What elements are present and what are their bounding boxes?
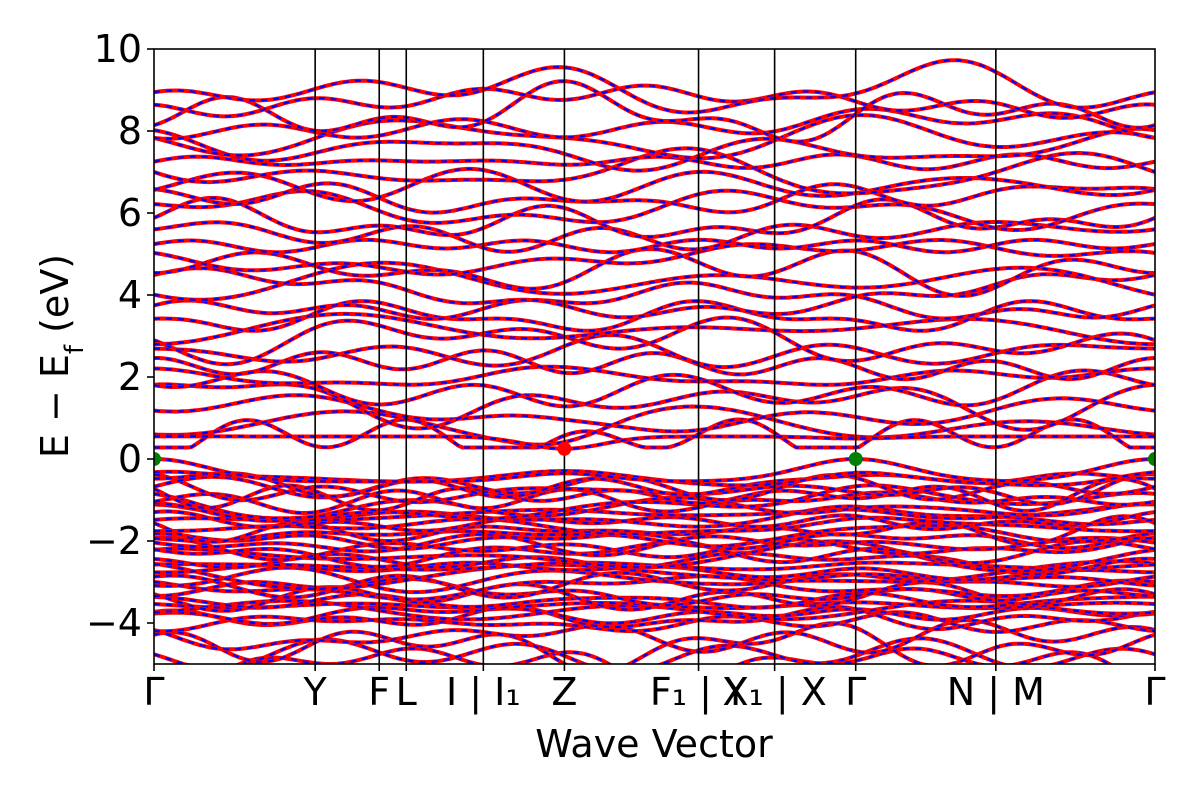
band-line-solid [154,502,1155,522]
band-line-solid [154,434,1155,451]
band-line-dashed [154,405,1155,446]
y-tick-label: 0 [118,437,142,481]
band-line-dashed [154,394,1155,433]
band-line-dashed [154,560,1155,590]
x-tick-label: Z [551,670,577,714]
y-tick-label: 10 [94,27,142,71]
x-tick-label: X₁ | X [722,670,826,715]
band-line-dashed [154,619,1155,654]
k-point-lines [314,49,997,664]
band-line-dashed [154,472,1155,499]
band-line-dashed [154,220,1155,253]
band-line-dashed [154,114,1155,160]
band-line-dashed [154,349,1155,381]
x-tick-label: Y [303,670,328,714]
band-line-dashed [154,84,1155,120]
band-line-dashed [154,334,1155,369]
band-line-dashed [154,540,1155,573]
band-line-dashed [154,591,1155,609]
band-line-dashed [154,571,1155,599]
band-line-dashed [154,488,1155,515]
band-line-solid [154,523,1155,549]
vbm-marker [848,452,863,466]
band-line-dashed [154,605,1155,631]
band-line-dashed [154,167,1155,203]
y-axis-title: E − Ef (eV) [33,254,90,458]
band-line-dashed [154,606,1155,625]
band-line-dashed [154,247,1155,297]
band-line-solid [154,364,1155,387]
extrema-markers [154,441,1155,466]
y-tick-label: 4 [118,273,142,317]
band-line-dashed [154,238,1155,254]
x-tick-label: N | M [947,670,1045,715]
x-tick-label: Γ [1144,670,1165,714]
y-tick-label: 8 [118,109,142,153]
bands-layer [154,58,1155,664]
x-tick-label: F [368,670,390,714]
band-line-dashed [154,107,1155,140]
y-tick-label: 6 [118,191,142,235]
x-tick-label: Γ [143,670,164,714]
band-line-dashed [154,182,1155,214]
x-tick-label: Γ [845,670,866,714]
band-line-dashed [154,59,1155,114]
x-tick-label: F₁ | Y [650,670,748,715]
band-line-dashed [154,127,1155,172]
x-tick-label: I | I₁ [446,670,521,715]
band-line-dashed [154,316,1155,366]
band-line-dashed [154,418,1155,449]
plot-frame [153,48,1156,665]
band-line-dashed [154,189,1155,232]
x-tick-label: L [396,670,417,714]
band-line-dashed [154,267,1155,319]
band-line-dashed [154,477,1155,513]
y-tick-label: 2 [118,355,142,399]
x-axis-title: Wave Vector [535,722,773,766]
vbm-marker [1148,452,1155,466]
band-line-dashed [154,457,1155,483]
band-line-dashed [154,281,1155,320]
band-line-dashed [154,540,1155,568]
y-tick-label: −4 [86,601,142,645]
band-line-dashed [154,312,1155,346]
band-line-dashed [154,80,1155,143]
band-line-dashed [154,383,1155,431]
band-line-dashed [154,510,1155,532]
y-axis-ticks: −4 −2 0 2 4 6 8 10 [86,27,154,645]
cbm-marker [557,441,572,456]
band-line-dashed [154,261,1155,301]
band-line-dashed [154,622,1155,664]
band-line-dashed [154,533,1155,557]
y-tick-label: −2 [86,519,142,563]
vbm-marker [154,452,161,466]
